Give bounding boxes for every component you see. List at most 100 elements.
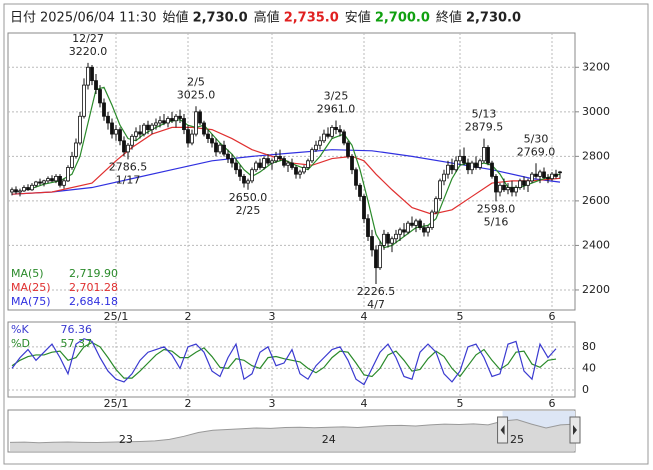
candle-body [22,187,26,192]
candle-body [294,167,298,175]
candle-body [338,129,342,133]
navigator-handle[interactable] [497,416,509,444]
annotation-price: 2769.0 [517,145,556,158]
candle-body [194,111,198,135]
candle-body [62,180,66,186]
annotation-price: 2650.0 [229,191,268,204]
candle-body [310,149,314,162]
candle-body [346,142,350,157]
candle-body [386,233,390,244]
candle-body [146,124,150,131]
legend-value: 76.36 [61,323,93,336]
candle-body [162,120,166,124]
candle-body [226,153,230,159]
candle-body [270,160,274,164]
candle-body [394,233,398,240]
candle-body [86,66,90,86]
candle-body [454,160,458,171]
x-tick-label: 4 [361,397,368,410]
stochastic-pane [7,321,576,398]
annotation-date: 5/30 [524,132,549,145]
y-tick-label: 2200 [582,283,610,296]
candle-body [90,66,94,82]
candle-body [58,175,62,186]
candle-body [70,155,74,168]
candle-body [474,162,478,168]
candle-body [202,122,206,135]
candle-body [450,164,454,171]
candle-body [154,122,158,126]
candle-body [490,162,494,177]
legend-name: %D [11,337,30,350]
handle-arrow [573,425,577,435]
x-tick-label: 3 [269,310,276,323]
annotation-date: 2/5 [187,75,205,88]
annotation-date: 5/13 [472,108,497,121]
candle-body [486,147,490,164]
x-tick-label: 4 [361,310,368,323]
candle-body [498,184,502,193]
candle-body [78,115,82,144]
candle-body [30,184,34,191]
legend-name: MA(5) [11,267,44,280]
candle-body [410,222,414,226]
header-label: 終値 [436,10,462,26]
candle-body [542,171,546,178]
candle-body [282,158,286,166]
legend-value: 2,719.90 [69,267,118,280]
candle-body [370,236,374,251]
candle-body [210,138,214,144]
candle-body [334,127,338,131]
y-tick-label: 3200 [582,60,610,73]
annotation-price: 2226.5 [357,285,396,298]
x-tick-label: 25/1 [104,310,129,323]
candle-body [422,227,426,233]
candle-body [166,118,170,124]
candle-body [206,133,210,139]
candle-body [198,111,202,124]
candle-body [414,220,418,226]
y-tick-label: 2600 [582,194,610,207]
candle-body [478,160,482,168]
x-tick-label: 5 [457,310,464,323]
x-tick-label: 5 [457,397,464,410]
annotation-price: 2961.0 [317,103,356,116]
x-tick-label: 6 [549,397,556,410]
candle-body [98,89,102,104]
navigator-handle[interactable] [569,416,581,444]
annotation-price: 3220.0 [69,45,108,58]
candle-body [246,180,250,184]
candle-body [286,162,290,166]
candle-body [466,162,470,171]
candle-body [150,124,154,131]
candle-body [514,187,518,193]
candle-body [506,187,510,191]
x-tick-label: 2 [185,397,192,410]
stochastic-line [11,341,557,379]
candle-body [290,162,294,168]
candle-body [66,167,70,182]
candle-body [50,178,54,182]
candle-body [482,147,486,162]
candle-body [358,184,362,197]
header-value: 2,730.0 [193,11,248,26]
candle-body [170,118,174,122]
x-tick-label: 6 [549,310,556,323]
y-tick-label: 2800 [582,149,610,162]
candle-body [262,158,266,168]
candle-body [178,115,182,119]
candle-body [302,167,306,173]
candle-body [34,181,38,186]
candle-body [94,80,98,90]
candle-body [138,131,142,135]
candle-body [114,129,118,135]
candle-body [418,220,422,229]
candle-body [46,178,50,182]
candle-body [266,158,270,164]
candle-body [10,189,14,193]
navigator-label: 24 [322,433,336,446]
header-value: 2025/06/04 11:30 [40,11,157,26]
candle-body [38,181,42,184]
x-tick-label: 3 [269,397,276,410]
annotation-date: 5/16 [484,215,509,228]
